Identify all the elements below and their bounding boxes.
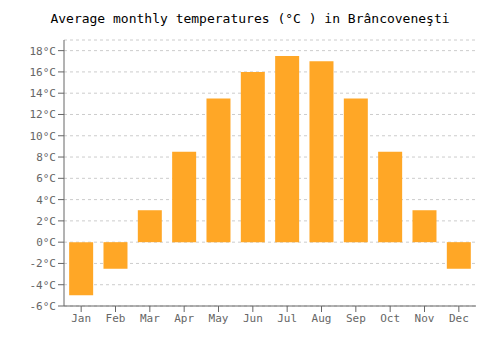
svg-text:Nov: Nov: [415, 312, 435, 325]
svg-text:Sep: Sep: [346, 312, 366, 325]
svg-text:18°C: 18°C: [30, 45, 57, 58]
svg-text:-2°C: -2°C: [30, 257, 57, 270]
svg-text:2°C: 2°C: [36, 215, 56, 228]
svg-text:4°C: 4°C: [36, 194, 56, 207]
svg-text:Jul: Jul: [277, 312, 297, 325]
svg-text:10°C: 10°C: [30, 130, 57, 143]
svg-text:Jun: Jun: [243, 312, 263, 325]
svg-text:-4°C: -4°C: [30, 279, 57, 292]
svg-text:May: May: [209, 312, 229, 325]
html-text:Average monthly temperatures (: Average monthly temperatures (°C ) in Br…: [50, 11, 450, 26]
svg-text:16°C: 16°C: [30, 66, 57, 79]
svg-text:14°C: 14°C: [30, 87, 57, 100]
svg-text:Feb: Feb: [106, 312, 126, 325]
svg-text:12°C: 12°C: [30, 108, 57, 121]
svg-text:Jan: Jan: [71, 312, 91, 325]
svg-text:Oct: Oct: [380, 312, 400, 325]
svg-text:6°C: 6°C: [36, 172, 56, 185]
svg-text:0°C: 0°C: [36, 236, 56, 249]
svg-text:Apr: Apr: [174, 312, 194, 325]
svg-text:8°C: 8°C: [36, 151, 56, 164]
svg-text:Mar: Mar: [140, 312, 160, 325]
svg-text:Aug: Aug: [312, 312, 332, 325]
svg-text:Dec: Dec: [449, 312, 469, 325]
svg-text:-6°C: -6°C: [30, 300, 57, 313]
